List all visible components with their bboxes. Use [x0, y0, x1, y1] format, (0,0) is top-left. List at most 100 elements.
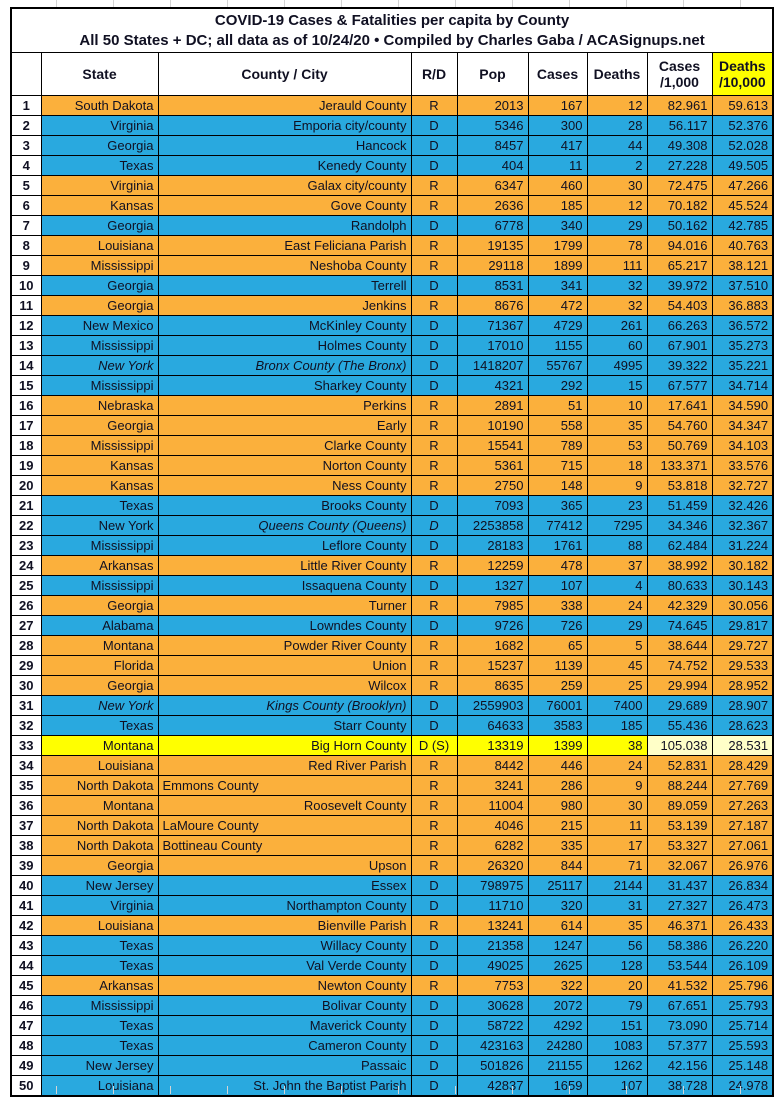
cell-cases-per-1000: 53.327 — [646, 835, 713, 856]
cell-deaths-per-10000: 33.576 — [711, 455, 774, 476]
cell-state: Kansas — [40, 455, 159, 476]
cell-deaths: 5 — [586, 635, 648, 656]
cell-deaths: 15 — [586, 375, 648, 396]
cell-state: Georgia — [40, 275, 159, 296]
cell-pop: 798975 — [456, 875, 529, 896]
cell-party: D (S) — [410, 735, 458, 756]
cell-cases: 322 — [527, 975, 588, 996]
cell-pop: 1682 — [456, 635, 529, 656]
cell-deaths: 60 — [586, 335, 648, 356]
cell-cases-per-1000: 17.641 — [646, 395, 713, 416]
cell-pop: 2750 — [456, 475, 529, 496]
cell-cases: 446 — [527, 755, 588, 776]
cell-cases: 76001 — [527, 695, 588, 716]
cell-state: Mississippi — [40, 335, 159, 356]
cell-rank: 5 — [10, 175, 42, 196]
cell-cases: 715 — [527, 455, 588, 476]
cell-cases: 185 — [527, 195, 588, 216]
cell-party: D — [410, 875, 458, 896]
cell-party: D — [410, 1055, 458, 1076]
cell-state: Mississippi — [40, 435, 159, 456]
cell-deaths: 18 — [586, 455, 648, 476]
cell-rank: 21 — [10, 495, 42, 516]
cell-party: D — [410, 375, 458, 396]
cell-cases-per-1000: 42.329 — [646, 595, 713, 616]
cell-deaths-per-10000: 32.367 — [711, 515, 774, 536]
cell-cases: 335 — [527, 835, 588, 856]
table-row: 20 Kansas Ness County R 2750 148 9 53.81… — [10, 475, 774, 496]
cell-party: D — [410, 715, 458, 736]
cell-party: R — [410, 815, 458, 836]
cell-party: R — [410, 635, 458, 656]
cell-deaths-per-10000: 26.473 — [711, 895, 774, 916]
cell-county: Cameron County — [157, 1035, 412, 1056]
cell-pop: 8531 — [456, 275, 529, 296]
cell-cases: 980 — [527, 795, 588, 816]
cell-cases-per-1000: 94.016 — [646, 235, 713, 256]
table-row: 18 Mississippi Clarke County R 15541 789… — [10, 435, 774, 456]
cell-cases-per-1000: 57.377 — [646, 1035, 713, 1056]
table-row: 19 Kansas Norton County R 5361 715 18 13… — [10, 455, 774, 476]
table-row: 16 Nebraska Perkins R 2891 51 10 17.641 … — [10, 395, 774, 416]
spreadsheet-gridlines-bottom — [0, 1086, 780, 1094]
cell-deaths-per-10000: 36.572 — [711, 315, 774, 336]
cell-state: Texas — [40, 935, 159, 956]
cell-deaths: 2 — [586, 155, 648, 176]
cell-state: Kansas — [40, 475, 159, 496]
cell-deaths-per-10000: 28.952 — [711, 675, 774, 696]
cell-county: Clarke County — [157, 435, 412, 456]
cell-state: Montana — [40, 635, 159, 656]
cell-cases-per-1000: 51.459 — [646, 495, 713, 516]
cell-state: New York — [40, 695, 159, 716]
cell-state: Georgia — [40, 855, 159, 876]
cell-rank: 36 — [10, 795, 42, 816]
cell-pop: 1418207 — [456, 355, 529, 376]
cell-party: R — [410, 755, 458, 776]
cell-cases: 11 — [527, 155, 588, 176]
cell-deaths: 25 — [586, 675, 648, 696]
cell-cases: 726 — [527, 615, 588, 636]
cell-county: Holmes County — [157, 335, 412, 356]
cell-deaths-per-10000: 34.103 — [711, 435, 774, 456]
cell-party: R — [410, 415, 458, 436]
cell-party: D — [410, 1035, 458, 1056]
cell-cases: 4292 — [527, 1015, 588, 1036]
cell-pop: 11004 — [456, 795, 529, 816]
cell-pop: 21358 — [456, 935, 529, 956]
cell-deaths: 45 — [586, 655, 648, 676]
table-subtitle: All 50 States + DC; all data as of 10/24… — [79, 31, 705, 49]
cell-deaths-per-10000: 27.187 — [711, 815, 774, 836]
cell-pop: 49025 — [456, 955, 529, 976]
cell-county: Union — [157, 655, 412, 676]
cell-county: McKinley County — [157, 315, 412, 336]
cell-county: Terrell — [157, 275, 412, 296]
table-row: 24 Arkansas Little River County R 12259 … — [10, 555, 774, 576]
cell-cases: 4729 — [527, 315, 588, 336]
cell-deaths-per-10000: 28.907 — [711, 695, 774, 716]
cell-state: Texas — [40, 1015, 159, 1036]
cell-state: New York — [40, 355, 159, 376]
cell-cases-per-1000: 42.156 — [646, 1055, 713, 1076]
cell-cases-per-1000: 32.067 — [646, 855, 713, 876]
cell-deaths-per-10000: 28.429 — [711, 755, 774, 776]
cell-county: Kings County (Brooklyn) — [157, 695, 412, 716]
cell-deaths: 53 — [586, 435, 648, 456]
cell-cases-per-1000: 72.475 — [646, 175, 713, 196]
table-row: 43 Texas Willacy County D 21358 1247 56 … — [10, 935, 774, 956]
cell-rank: 25 — [10, 575, 42, 596]
cell-deaths-per-10000: 45.524 — [711, 195, 774, 216]
table-title: COVID-19 Cases & Fatalities per capita b… — [214, 11, 570, 29]
cell-pop: 501826 — [456, 1055, 529, 1076]
table-row: 11 Georgia Jenkins R 8676 472 32 54.403 … — [10, 295, 774, 316]
cell-party: D — [410, 535, 458, 556]
cell-pop: 11710 — [456, 895, 529, 916]
cell-state: Louisiana — [40, 235, 159, 256]
cell-state: Mississippi — [40, 375, 159, 396]
cell-deaths: 7295 — [586, 515, 648, 536]
cell-cases: 286 — [527, 775, 588, 796]
table-row: 21 Texas Brooks County D 7093 365 23 51.… — [10, 495, 774, 516]
cell-cases: 1399 — [527, 735, 588, 756]
cell-deaths-per-10000: 26.976 — [711, 855, 774, 876]
cell-cases-per-1000: 52.831 — [646, 755, 713, 776]
cell-cases-per-1000: 39.322 — [646, 355, 713, 376]
